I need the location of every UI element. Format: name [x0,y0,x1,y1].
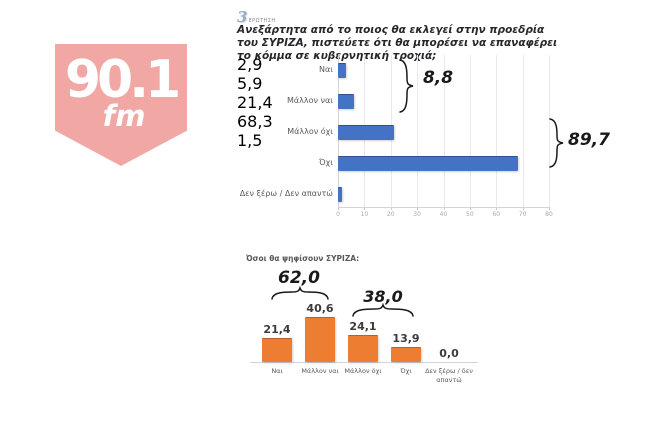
category-label: Μάλλον όχι [287,127,333,136]
axis-tick-label: 50 [466,211,474,218]
bar [391,346,421,362]
x-axis-line [250,362,478,363]
val-label: 68,3 [237,112,273,131]
bar-value-label: 21,4 [263,323,291,337]
axis-tick-label: 80 [545,211,553,218]
bottom-chart-title: Όσοι θα ψηφίσουν ΣΥΡΙΖΑ: [246,254,360,263]
group-total-label: 89,7 [568,130,610,150]
grid-line [522,55,524,207]
val-label: 1,5 [237,131,263,150]
val-label: 21,4 [237,93,273,112]
axis-tick [364,207,366,210]
question-text: Ανεξάρτητα από το ποιος θα εκλεγεί στην … [237,24,558,63]
bar [338,186,342,202]
group-brace-icon [399,59,414,113]
bar [338,93,354,109]
bar [262,338,292,362]
category-label: Δεν ξέρω / δεν απαντώ [425,367,473,384]
category-label: Όχι [400,367,412,375]
category-label: Μάλλον όχι [344,367,382,375]
category-label: Μάλλον ναι [287,96,333,105]
bar-value-label: 0,0 [439,347,459,360]
axis-tick [469,207,471,210]
x-axis-line [338,207,549,208]
bar [305,317,335,362]
group-brace-icon [549,118,564,168]
axis-tick-label: 20 [386,211,395,218]
bar [338,155,519,171]
axis-tick [417,207,419,210]
group-total-label: 62,0 [278,268,320,288]
group-total-label: 38,0 [363,287,403,306]
radio-901fm-logo: 90.1 fm [55,44,187,166]
group-brace-icon [352,302,414,317]
bar-value-label: 40,6 [306,302,334,315]
bar [338,62,346,78]
category-label: Μάλλον ναι [301,367,339,375]
axis-tick-label: 60 [492,211,501,218]
val-label: 5,9 [237,74,263,93]
grid-line [443,55,445,207]
category-label: Δεν ξέρω / Δεν απαντώ [239,189,333,198]
bar [338,124,395,140]
axis-tick [390,207,392,210]
axis-tick-label: 30 [413,211,421,218]
group-brace-icon [271,285,329,300]
axis-tick [549,207,550,210]
grid-line [496,55,498,207]
axis-tick-label: 70 [518,211,527,218]
question-header: 3ΕΡΩΤΗΣΗ Ανεξάρτητα από το ποιος θα εκλε… [237,7,567,63]
logo-frequency: 90.1 [64,50,181,110]
logo-band: fm [102,99,146,133]
grid-line [469,55,471,207]
group-total-label: 8,8 [422,68,454,88]
bar [348,335,378,362]
bar-value-label: 13,9 [392,331,420,345]
category-label: Ναι [319,65,333,74]
bar-value-label: 24,1 [349,320,377,334]
category-label: Ναι [271,367,283,375]
horizontal-bar-chart: 0 10 20 30 40 50 60 70 80 Ναι 2,9 Μάλλον ναι 5,9 Μάλλ… [237,55,632,225]
question-number-caption: ΕΡΩΤΗΣΗ [248,18,276,24]
val-label: 2,9 [237,55,263,74]
question-number: 3 [237,8,248,26]
axis-tick-label: 10 [360,211,369,218]
question-number-mark: 3ΕΡΩΤΗΣΗ [237,7,567,26]
axis-tick [522,207,524,210]
vertical-bar-chart: Όσοι θα ψηφίσουν ΣΥΡΙΖΑ: 21,4 Ναι 40,6 Μάλλ… [240,248,500,408]
grid-line [417,55,419,207]
axis-tick [496,207,498,210]
grid-line [549,55,550,207]
axis-tick [443,207,445,210]
axis-tick-label: 40 [439,211,448,218]
category-label: Όχι [319,158,333,167]
axis-tick [338,207,339,210]
axis-tick-label: 0 [336,211,340,218]
